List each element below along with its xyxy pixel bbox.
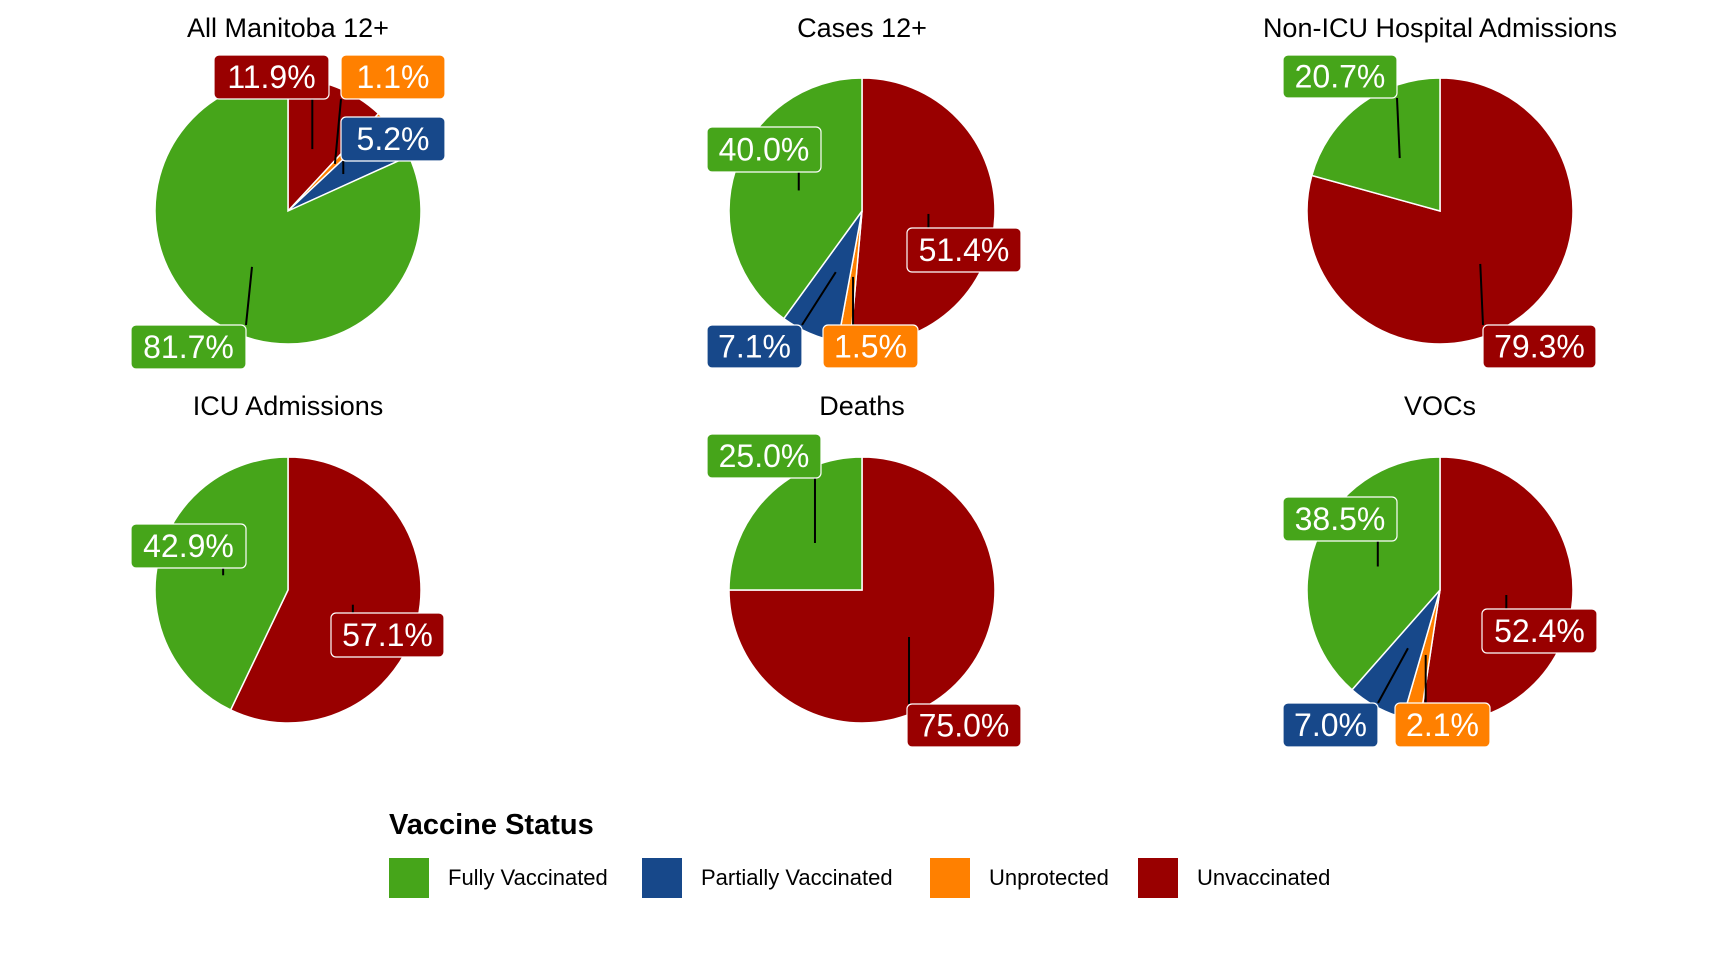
legend-item-unprotected: Unprotected (930, 858, 1138, 898)
legend-items: Fully Vaccinated Partially Vaccinated Un… (389, 858, 1330, 898)
label-leader-line (1479, 263, 1484, 326)
pie-slice-fully-vaccinated (1310, 77, 1441, 212)
slice-label-unprotected: 2.1% (1406, 707, 1479, 743)
slice-label-box (706, 324, 803, 369)
legend-title: Vaccine Status (389, 809, 594, 841)
slice-label-box (1282, 702, 1379, 748)
legend-item-partially-vaccinated: Partially Vaccinated (642, 858, 930, 898)
slice-label-unvaccinated: 75.0% (919, 708, 1010, 744)
pie-slice-unvaccinated (1306, 77, 1574, 345)
slice-label-box (706, 126, 822, 173)
legend-item-unvaccinated: Unvaccinated (1138, 858, 1330, 898)
label-leader-line (245, 266, 253, 326)
label-leader-line (801, 271, 837, 326)
slice-label-fully-vaccinated: 81.7% (143, 329, 234, 365)
slice-label-box (1481, 608, 1598, 654)
slice-label-fully-vaccinated: 42.9% (143, 528, 234, 564)
label-leader-line (1377, 647, 1409, 704)
slice-label-fully-vaccinated: 25.0% (719, 438, 810, 474)
panel-title: ICU Admissions (193, 391, 384, 421)
panel-title: VOCs (1404, 391, 1476, 421)
slice-label-box (906, 703, 1022, 748)
pie-panel-deaths: Deaths 75.0% 25.0% (706, 391, 1022, 748)
slice-label-partially-vaccinated: 5.2% (357, 121, 430, 157)
pie-panel-non-icu-hospital-admissions: Non-ICU Hospital Admissions 79.3% 20.7% (1263, 13, 1617, 369)
slice-label-box (340, 116, 446, 162)
slice-label-box (213, 54, 330, 100)
pie-panel-cases-12: Cases 12+ 51.4% 1.5% 7.1% 40.0% (706, 13, 1022, 369)
slice-label-unvaccinated: 79.3% (1494, 329, 1585, 365)
slice-label-box (330, 612, 445, 658)
label-leader-line (1396, 97, 1401, 159)
slice-label-unprotected: 1.5% (834, 329, 907, 365)
legend-label: Unprotected (989, 865, 1109, 890)
slice-label-box (1282, 54, 1398, 99)
pie-slice-unvaccinated (1419, 456, 1574, 724)
slice-label-unvaccinated: 51.4% (919, 232, 1010, 268)
slice-label-unvaccinated: 11.9% (227, 59, 315, 95)
legend-label: Partially Vaccinated (701, 865, 893, 890)
slice-label-fully-vaccinated: 20.7% (1295, 59, 1386, 95)
slice-label-unvaccinated: 57.1% (342, 617, 433, 653)
panel-title: Non-ICU Hospital Admissions (1263, 13, 1617, 43)
label-leader-line (333, 98, 342, 164)
slice-label-fully-vaccinated: 38.5% (1295, 501, 1386, 537)
pie-panel-icu-admissions: ICU Admissions 57.1% 42.9% (130, 391, 445, 724)
pie-panel-all-manitoba-12: All Manitoba 12+ 11.9% 1.1% 5.2% 81.7% (130, 13, 446, 370)
slice-label-partially-vaccinated: 7.0% (1294, 707, 1367, 743)
slice-label-box (706, 433, 822, 479)
legend-swatch-fully-vaccinated (389, 858, 429, 898)
slice-label-box (906, 227, 1022, 273)
legend-swatch-unvaccinated (1138, 858, 1178, 898)
pie-slice-fully-vaccinated (154, 77, 422, 345)
slice-label-unprotected: 1.1% (357, 59, 430, 95)
slice-label-partially-vaccinated: 7.1% (718, 329, 791, 365)
legend-swatch-unprotected (930, 858, 970, 898)
pie-slice-unvaccinated (849, 77, 996, 345)
slice-label-fully-vaccinated: 40.0% (719, 132, 810, 168)
panel-title: All Manitoba 12+ (187, 13, 389, 43)
slice-label-box (1394, 702, 1491, 748)
panel-title: Deaths (819, 391, 905, 421)
pie-slice-fully-vaccinated (728, 456, 863, 591)
legend-label: Unvaccinated (1197, 865, 1331, 890)
slice-label-box (340, 54, 446, 100)
legend-label: Fully Vaccinated (448, 865, 608, 890)
legend-swatch-partially-vaccinated (642, 858, 682, 898)
slice-label-box (1482, 324, 1597, 369)
slice-label-box (130, 324, 247, 370)
pie-panel-vocs: VOCs 52.4% 2.1% 7.0% 38.5% (1282, 391, 1598, 748)
slice-label-box (822, 324, 919, 369)
slice-label-box (1282, 496, 1398, 542)
slice-label-unvaccinated: 52.4% (1494, 613, 1585, 649)
legend: Vaccine Status Fully Vaccinated Partiall… (389, 808, 1330, 898)
panel-title: Cases 12+ (797, 13, 927, 43)
legend-item-fully-vaccinated: Fully Vaccinated (389, 858, 642, 898)
slice-label-box (130, 523, 247, 569)
